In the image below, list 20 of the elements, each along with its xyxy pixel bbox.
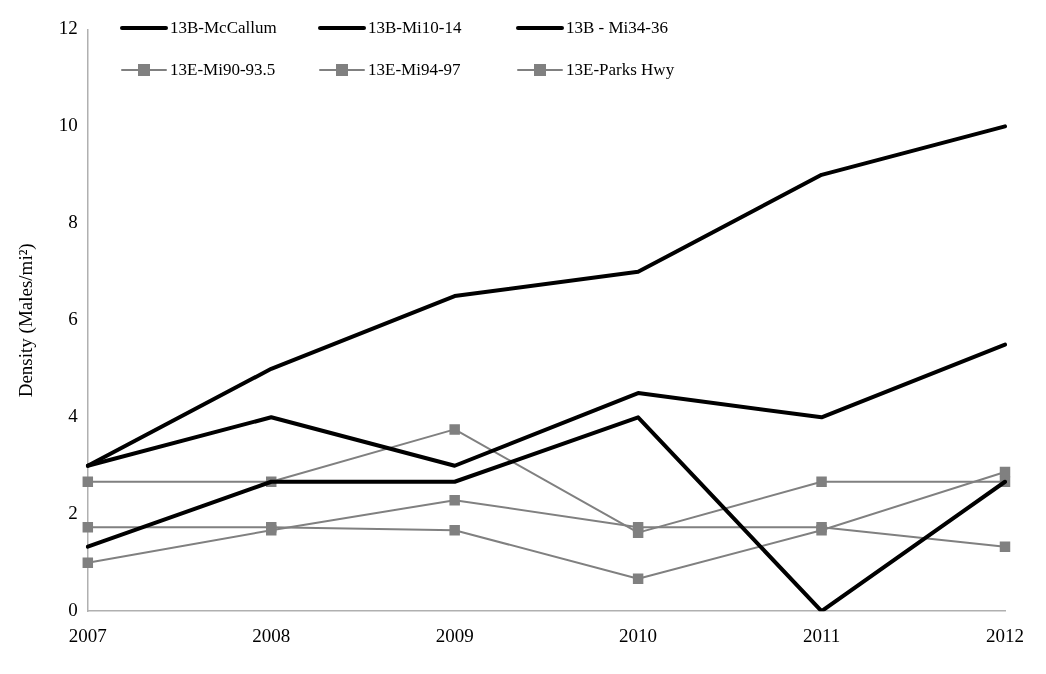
- y-tick-label: 6: [68, 308, 78, 330]
- y-axis-title: Density (Males/mi²): [15, 243, 38, 398]
- y-tick-label: 10: [58, 114, 78, 136]
- y-tick-label: 4: [68, 405, 79, 427]
- x-tick-label: 2009: [435, 624, 474, 646]
- legend-label: 13B - Mi34-36: [566, 18, 668, 38]
- y-tick-label: 0: [68, 599, 78, 621]
- x-tick-label: 2012: [986, 624, 1024, 646]
- y-tick-label: 8: [68, 211, 78, 233]
- legend-label: 13E-Mi90-93.5: [170, 60, 276, 80]
- y-tick-label: 2: [68, 502, 78, 524]
- legend-label: 13E-Mi94-97: [368, 60, 461, 80]
- x-tick-label: 2010: [619, 624, 658, 646]
- x-tick-label: 2008: [252, 624, 291, 646]
- legend-label: 13B-McCallum: [170, 18, 277, 38]
- legend-label: 13B-Mi10-14: [368, 18, 462, 38]
- legend-label: 13E-Parks Hwy: [566, 60, 675, 80]
- y-tick-label: 12: [58, 17, 78, 39]
- x-tick-label: 2011: [802, 624, 841, 646]
- x-tick-label: 2007: [68, 624, 107, 646]
